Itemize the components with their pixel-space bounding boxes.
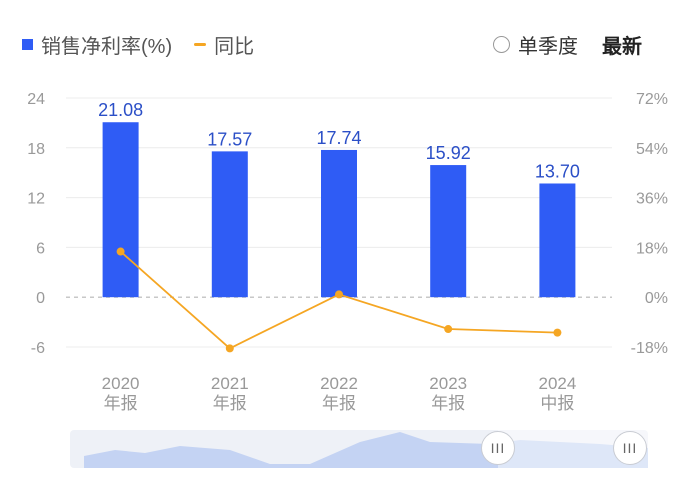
yoy-point [335, 290, 343, 299]
chart-legend: 销售净利率(%) 同比 [22, 30, 276, 59]
bar-swatch-icon [22, 39, 33, 50]
legend-item-net-margin[interactable]: 销售净利率(%) [22, 30, 172, 59]
period-toggles: 单季度 最新 [493, 30, 642, 59]
bar [321, 149, 357, 298]
bar [539, 183, 576, 298]
bar-value-label: 21.08 [98, 100, 143, 120]
latest-button[interactable]: 最新 [602, 36, 642, 58]
y-left-tick-label: 12 [27, 191, 45, 208]
x-tick-sublabel: 年报 [431, 394, 465, 413]
legend-item-yoy[interactable]: 同比 [194, 30, 254, 59]
yoy-point [225, 344, 234, 353]
yoy-point [116, 247, 125, 256]
y-left-tick-label: 18 [27, 141, 45, 158]
single-quarter-label: 单季度 [518, 36, 578, 58]
bar-value-label: 13.70 [535, 161, 580, 181]
x-tick-label: 2024 [538, 374, 576, 393]
bar-value-label: 17.57 [207, 129, 252, 149]
line-swatch-icon [194, 43, 207, 46]
y-right-tick-label: 18% [636, 240, 668, 257]
chart-plot: 24 18 12 6 0 -6 72% 54% 36% 18% 0% -18% 21.08 17.57 17… [27, 91, 668, 413]
navigator-left-handle[interactable]: III [481, 431, 515, 465]
navigator-right-handle[interactable]: III [613, 431, 647, 465]
y-right-tick-label: 36% [636, 191, 668, 208]
y-left-tick-label: 0 [36, 290, 45, 307]
y-right-tick-label: 72% [636, 91, 668, 108]
bar-value-label: 17.74 [316, 128, 361, 148]
bar [102, 122, 139, 298]
y-left-tick-label: 6 [36, 240, 45, 257]
bar [211, 151, 248, 298]
legend-label-net-margin: 销售净利率(%) [41, 36, 173, 58]
x-tick-sublabel: 中报 [540, 394, 574, 413]
x-tick-sublabel: 年报 [213, 394, 247, 413]
range-navigator[interactable]: III III [70, 430, 648, 468]
x-tick-sublabel: 年报 [104, 394, 138, 413]
y-left-tick-label: -6 [31, 340, 45, 357]
legend-label-yoy: 同比 [214, 36, 255, 58]
bar-value-label: 15.92 [426, 143, 471, 163]
y-right-tick-label: -18% [631, 340, 668, 357]
radio-circle-icon[interactable] [493, 36, 510, 53]
y-left-tick-label: 24 [27, 91, 45, 108]
bar [430, 165, 467, 298]
y-right-tick-label: 54% [636, 141, 668, 158]
x-tick-label: 2022 [320, 374, 358, 393]
x-tick-label: 2023 [429, 374, 467, 393]
x-tick-sublabel: 年报 [322, 394, 356, 413]
y-right-tick-label: 0% [645, 290, 668, 307]
x-tick-label: 2021 [211, 374, 249, 393]
x-tick-label: 2020 [102, 374, 140, 393]
single-quarter-toggle[interactable]: 单季度 [493, 30, 578, 59]
navigator-preview [84, 430, 648, 468]
yoy-point [444, 325, 453, 334]
yoy-point [553, 328, 562, 337]
